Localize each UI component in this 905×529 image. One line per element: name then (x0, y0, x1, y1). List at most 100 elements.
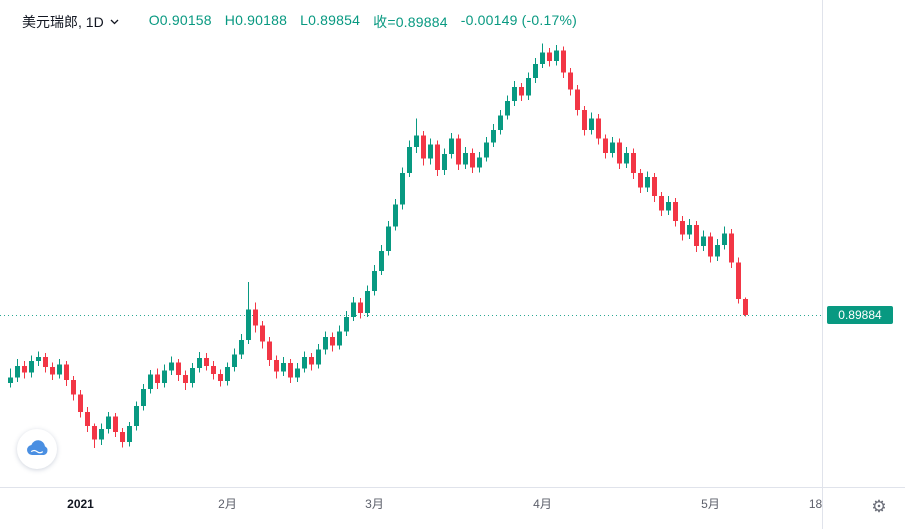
open-value: O0.90158 (148, 12, 212, 28)
cloud-icon (25, 437, 49, 461)
candle-body (638, 173, 643, 188)
chevron-down-icon (110, 19, 119, 25)
candle-body (722, 233, 727, 245)
candle-body (57, 364, 62, 375)
candle-body (736, 262, 741, 300)
candle-body (281, 362, 286, 372)
candle-body (169, 362, 174, 371)
ohlc-values: O0.90158 H0.90188 L0.89854 收=0.89884 -0.… (149, 12, 577, 32)
candle-body (505, 101, 510, 116)
candle-body (267, 341, 272, 361)
candle-body (141, 388, 146, 407)
candle-body (687, 224, 692, 235)
candle-body (330, 337, 335, 346)
candle-body (526, 78, 531, 96)
candle-body (589, 118, 594, 130)
high-value: H0.90188 (224, 12, 288, 28)
candle-body (435, 144, 440, 171)
candle-body (596, 118, 601, 139)
price-axis[interactable] (823, 0, 905, 487)
time-axis[interactable] (0, 488, 822, 529)
candle-body (673, 201, 678, 221)
candle-body (708, 236, 713, 257)
candle-body (491, 129, 496, 143)
candle-body (442, 154, 447, 171)
candle-body (701, 236, 706, 247)
candle-body (743, 299, 748, 315)
candle-body (372, 270, 377, 292)
candle-body (36, 357, 41, 362)
candle-body (8, 377, 13, 384)
candle-body (288, 362, 293, 378)
candle-body (729, 233, 734, 263)
price-label-badge: 0.89884 (827, 306, 893, 324)
change-value: -0.00149 (-0.17%) (460, 12, 577, 28)
candle-body (302, 357, 307, 369)
candle-body (449, 138, 454, 155)
candle-body (379, 250, 384, 271)
close-value: 收=0.89884 (373, 14, 448, 30)
candle-body (575, 89, 580, 110)
broker-logo-button[interactable] (17, 429, 57, 469)
symbol-title[interactable]: 美元瑞郎, 1D (22, 12, 119, 32)
candle-body (344, 316, 349, 332)
candle-body (134, 406, 139, 427)
candle-body (407, 147, 412, 174)
candle-body (554, 50, 559, 61)
candle-body (127, 426, 132, 442)
candle-body (603, 138, 608, 153)
candle-body (239, 339, 244, 355)
settings-button[interactable]: ⚙ (866, 494, 892, 520)
candle-body (15, 365, 20, 378)
candle-body (694, 224, 699, 247)
candle-body (323, 337, 328, 350)
time-axis-label: 5月 (701, 497, 720, 511)
candle-body (197, 357, 202, 369)
candle-body (204, 357, 209, 366)
candle-body (512, 86, 517, 102)
candle-body (78, 394, 83, 412)
candle-body (155, 374, 160, 384)
candle-body (582, 109, 587, 130)
candle-body (274, 360, 279, 372)
candle-body (260, 325, 265, 342)
candle-body (190, 368, 195, 384)
candle-body (22, 365, 27, 373)
candle-body (610, 142, 615, 153)
candle-body (309, 357, 314, 365)
candle-body (225, 366, 230, 381)
candle-body (624, 152, 629, 164)
candle-body (456, 138, 461, 165)
candle-body (400, 173, 405, 205)
settings-gear-icon: ⚙ (871, 497, 887, 516)
candle-body (211, 365, 216, 374)
candle-body (561, 50, 566, 73)
candle-body (463, 152, 468, 165)
candle-body (421, 135, 426, 159)
candle-body (295, 368, 300, 378)
time-axis-label: 2021 (67, 497, 94, 511)
candle-body (316, 349, 321, 365)
candle-body (120, 431, 125, 442)
time-axis-label: 2月 (218, 497, 237, 511)
candle-body (470, 152, 475, 168)
candle-body (358, 302, 363, 313)
time-axis-label: 4月 (533, 497, 552, 511)
candle-body (64, 364, 69, 381)
candle-body (365, 291, 370, 313)
candle-body (183, 375, 188, 384)
candle-body (547, 52, 552, 61)
candle-body (43, 357, 48, 367)
time-axis-label: 18 (809, 497, 823, 511)
chart-legend: 美元瑞郎, 1D O0.90158 H0.90188 L0.89854 收=0.… (22, 12, 577, 32)
candle-body (50, 366, 55, 375)
candle-body (246, 309, 251, 340)
candle-body (568, 72, 573, 90)
candle-body (99, 429, 104, 440)
candle-body (393, 204, 398, 227)
candle-body (162, 370, 167, 384)
candle-body (484, 142, 489, 158)
candle-body (414, 135, 419, 148)
